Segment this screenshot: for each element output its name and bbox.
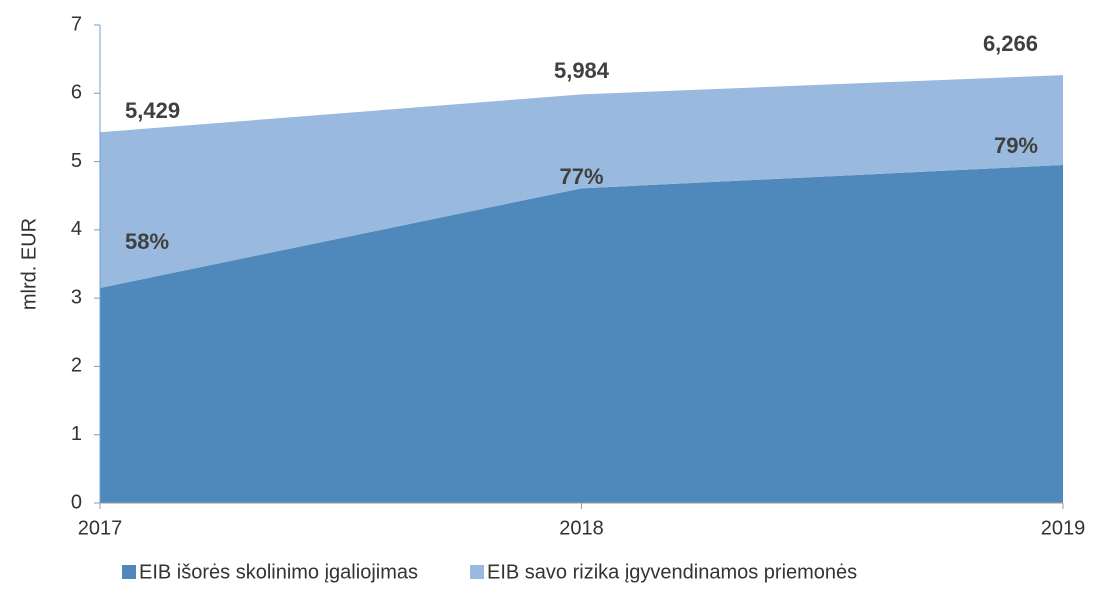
y-tick-label: 1 xyxy=(71,423,82,445)
total-label: 5,429 xyxy=(125,98,180,123)
y-tick-label: 2 xyxy=(71,355,82,377)
y-tick-label: 7 xyxy=(71,13,82,35)
area xyxy=(100,164,1063,503)
x-tick-label: 2017 xyxy=(78,517,123,539)
legend-label: EIB išorės skolinimo įgaliojimas xyxy=(139,561,418,583)
x-tick-label: 2018 xyxy=(559,517,604,539)
y-tick-label: 3 xyxy=(71,286,82,308)
share-label: 77% xyxy=(559,164,603,189)
area xyxy=(100,75,1063,288)
y-tick-label: 4 xyxy=(71,218,82,240)
legend-label: EIB savo rizika įgyvendinamos priemonės xyxy=(487,561,857,583)
share-label: 58% xyxy=(125,229,169,254)
total-label: 6,266 xyxy=(983,31,1038,56)
y-tick-label: 6 xyxy=(71,82,82,104)
legend-swatch xyxy=(470,565,484,579)
y-tick-label: 0 xyxy=(71,491,82,513)
x-tick-label: 2019 xyxy=(1041,517,1086,539)
share-label: 79% xyxy=(994,133,1038,158)
legend-swatch xyxy=(122,565,136,579)
y-axis-label: mlrd. EUR xyxy=(18,218,40,310)
total-label: 5,984 xyxy=(554,58,610,83)
y-tick-label: 5 xyxy=(71,150,82,172)
